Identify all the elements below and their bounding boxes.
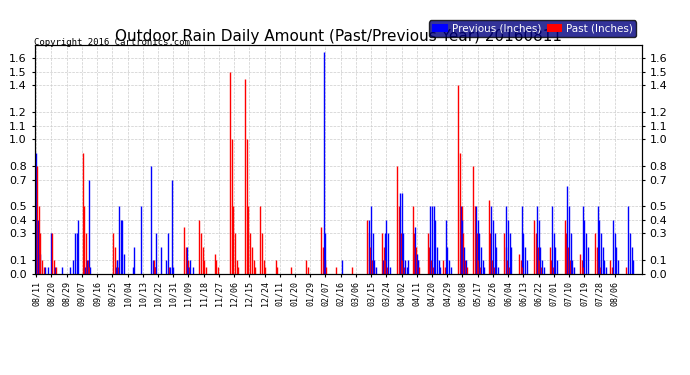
Text: Copyright 2016 Cartronics.com: Copyright 2016 Cartronics.com [34,38,190,47]
Title: Outdoor Rain Daily Amount (Past/Previous Year) 20160811: Outdoor Rain Daily Amount (Past/Previous… [115,29,562,44]
Legend: Previous (Inches), Past (Inches): Previous (Inches), Past (Inches) [429,21,636,37]
